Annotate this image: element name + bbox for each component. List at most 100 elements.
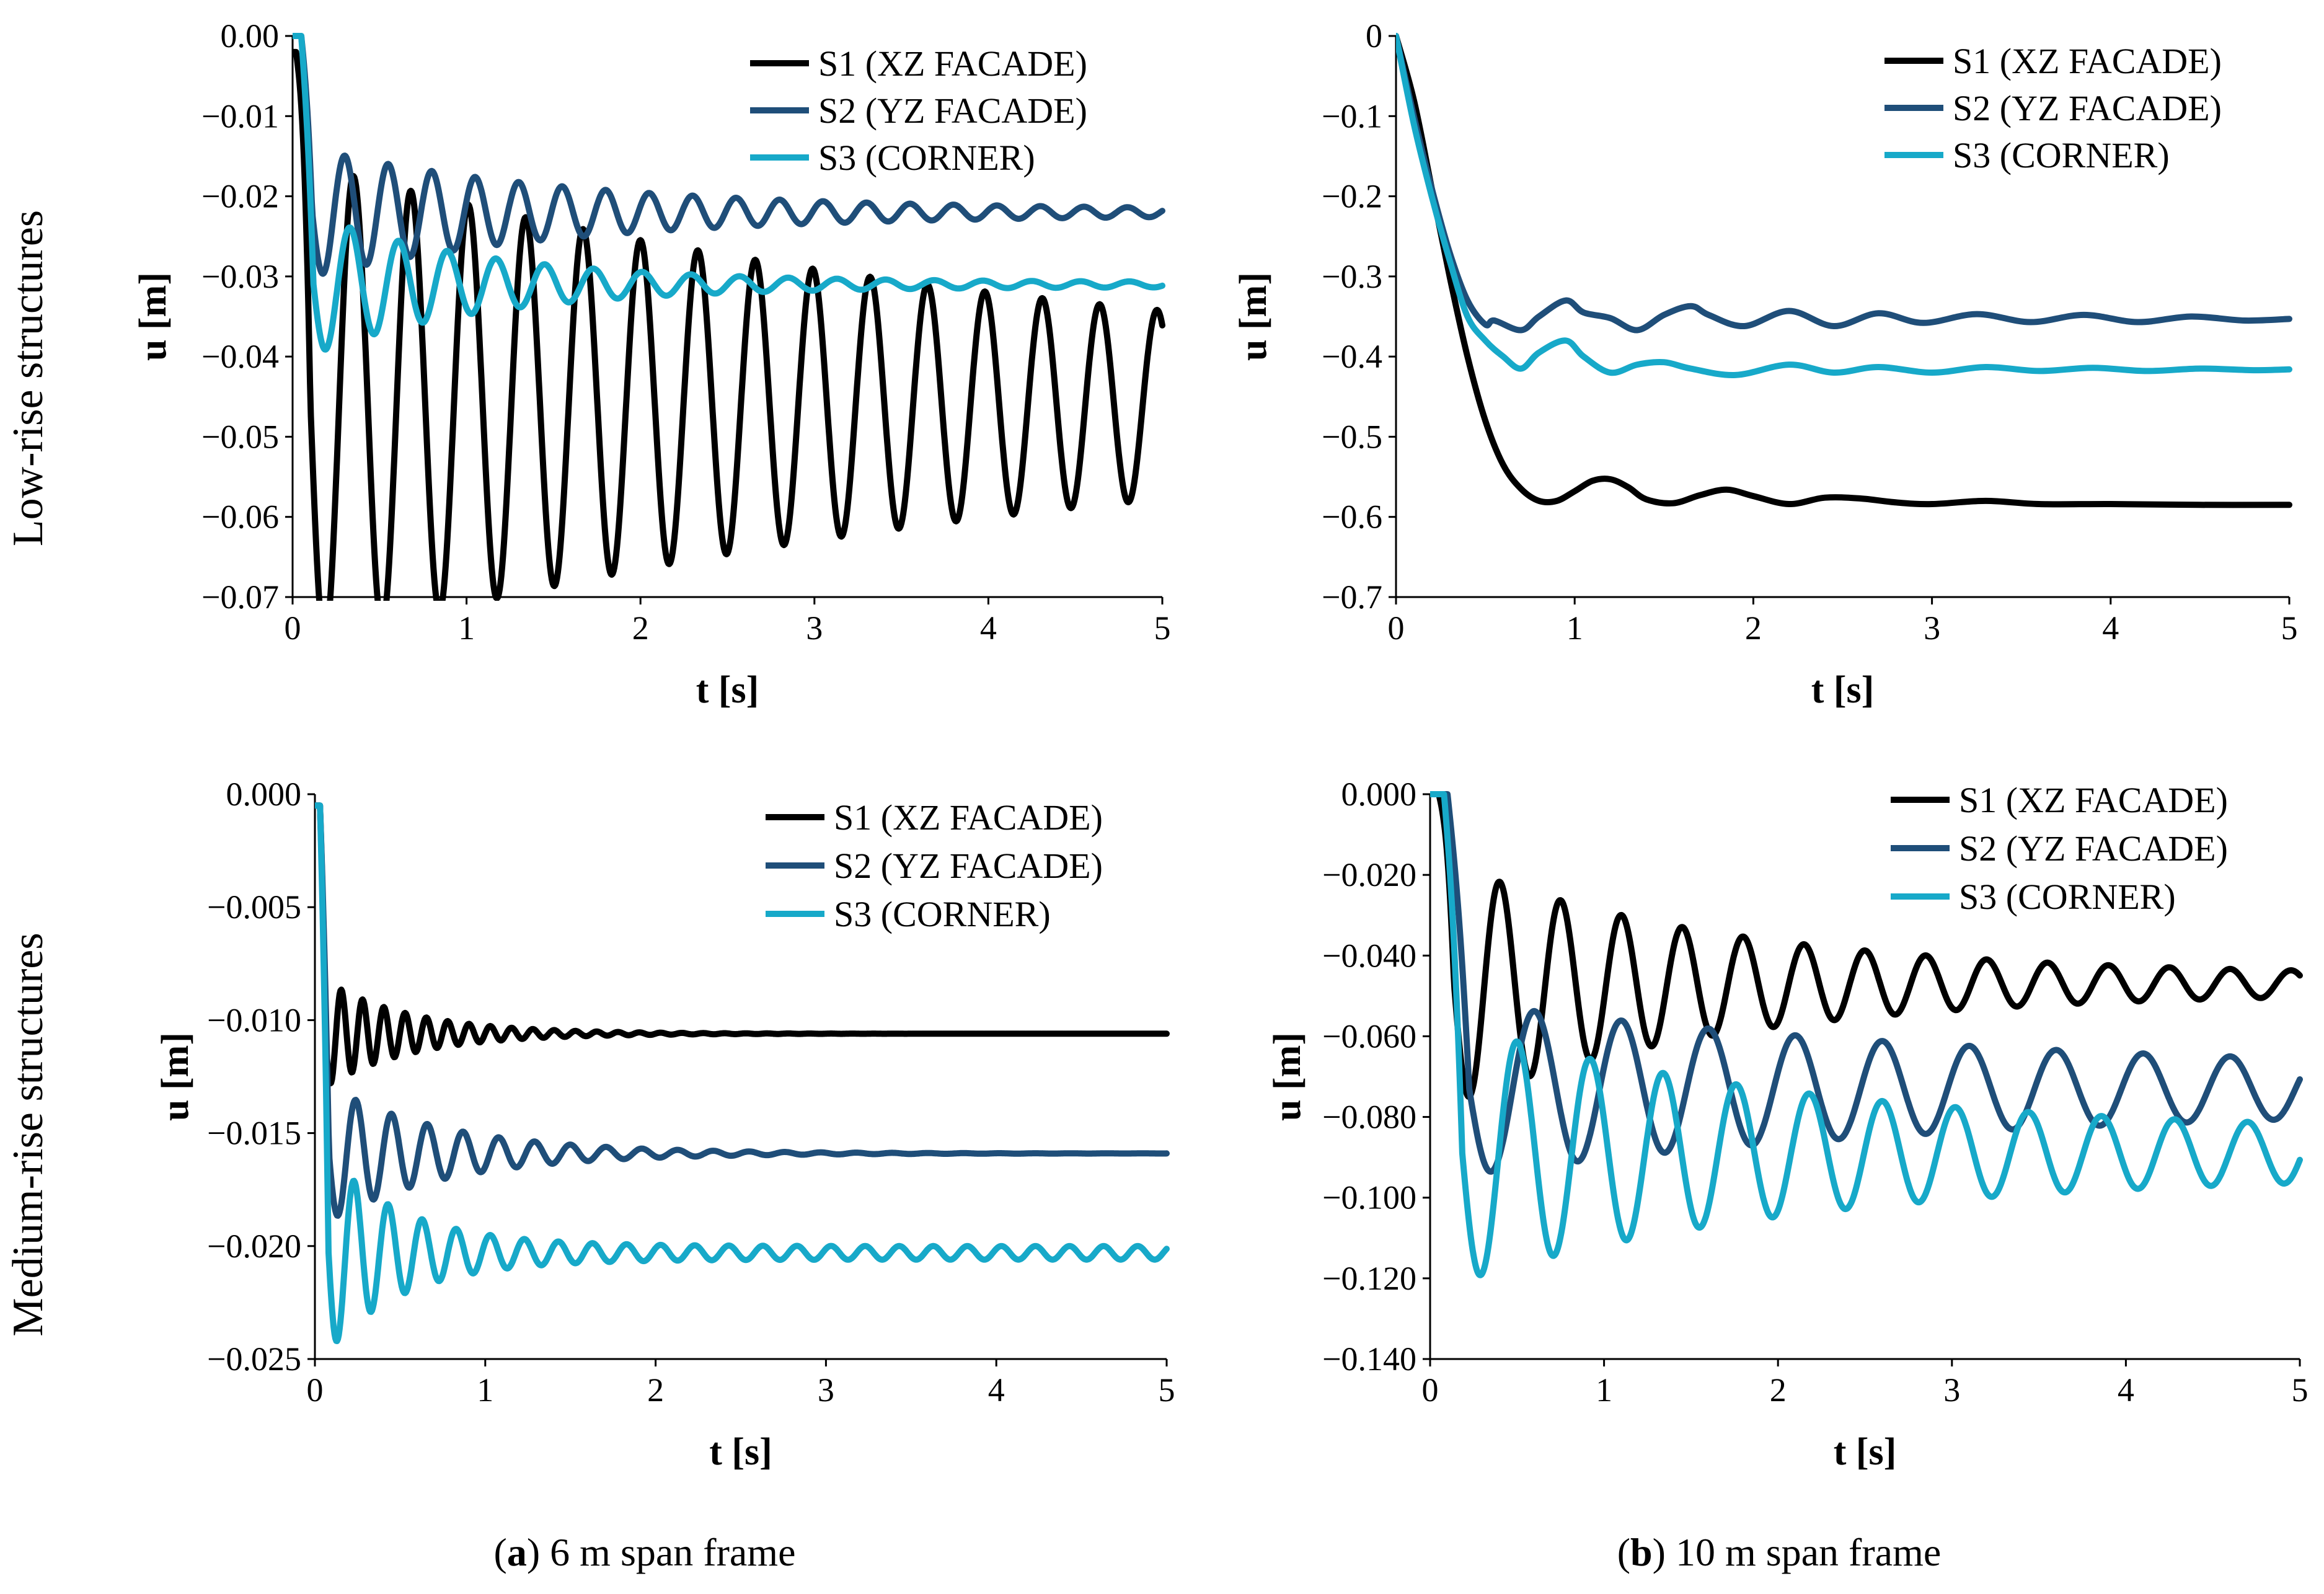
x-tick-label: 0 [285, 609, 301, 647]
caption-a: (a) 6 m span frame [494, 1530, 796, 1574]
x-axis-title: t [s] [709, 1431, 772, 1473]
y-tick-label: 0.000 [226, 776, 302, 813]
x-tick-label: 1 [477, 1371, 493, 1409]
x-tick-label: 4 [988, 1371, 1005, 1409]
x-tick-label: 1 [1596, 1371, 1612, 1409]
caption-b-text: 10 m span frame [1666, 1530, 1941, 1574]
y-tick-label: −0.7 [1322, 578, 1382, 616]
row-label-medium-rise: Medium-rise structures [4, 932, 52, 1336]
x-tick-label: 2 [647, 1371, 664, 1409]
x-tick-label: 3 [1943, 1371, 1960, 1409]
y-tick-label: −0.4 [1322, 338, 1382, 375]
x-tick-label: 3 [1924, 609, 1940, 647]
series-line-s3 [315, 802, 1170, 1344]
x-tick-label: 0 [307, 1371, 324, 1409]
x-tick-label: 1 [1566, 609, 1583, 647]
y-tick-label: −0.005 [207, 888, 301, 926]
y-tick-label: −0.3 [1322, 258, 1382, 295]
x-axis-title: t [s] [1834, 1431, 1897, 1473]
y-tick-label: −0.07 [201, 578, 279, 616]
x-tick-label: 3 [818, 1371, 834, 1409]
legend-label-s2: S2 (YZ FACADE) [818, 91, 1087, 131]
y-tick-label: −0.060 [1322, 1017, 1416, 1055]
series-line-s2 [1396, 33, 2292, 334]
series-line-s3 [293, 33, 1165, 353]
x-tick-label: 5 [2281, 609, 2298, 647]
x-axis-title: t [s] [696, 669, 759, 711]
series-line-s3 [1430, 791, 2303, 1278]
legend-label-s1: S1 (XZ FACADE) [818, 43, 1087, 84]
y-tick-label: 0.00 [221, 17, 280, 55]
y-tick-label: −0.140 [1322, 1340, 1416, 1378]
x-tick-label: 5 [1159, 1371, 1175, 1409]
chart-panel-b-medium-rise: 0.000 −0.020 −0.040 −0.060 −0.080 −0.100 −0.12… [1266, 776, 2309, 1473]
legend-label-s1: S1 (XZ FACADE) [1953, 41, 2222, 81]
caption-a-text: 6 m span frame [540, 1530, 795, 1574]
y-tick-label: −0.020 [207, 1228, 301, 1265]
y-tick-label: 0.000 [1341, 776, 1417, 813]
x-tick-label: 5 [1154, 609, 1171, 647]
y-tick-label: −0.120 [1322, 1260, 1416, 1297]
series-line-s1 [1430, 791, 2303, 1100]
y-tick-label: −0.010 [207, 1001, 301, 1038]
x-tick-label: 2 [1745, 609, 1762, 647]
series-line-s2 [1430, 791, 2303, 1175]
caption-a-letter: a [507, 1530, 527, 1574]
y-tick-label: −0.1 [1322, 97, 1382, 135]
x-tick-label: 5 [2292, 1371, 2309, 1409]
chart-panel-a-low-rise: 0.00 −0.01 −0.02 −0.03 −0.04 −0.05 −0.06 −0.070… [132, 17, 1171, 711]
row-label-low-rise: Low-rise structures [4, 210, 52, 546]
legend-label-s2: S2 (YZ FACADE) [834, 846, 1103, 886]
y-tick-label: −0.03 [201, 258, 279, 295]
y-tick-label: −0.04 [201, 338, 279, 375]
x-tick-label: 0 [1422, 1371, 1439, 1409]
y-tick-label: −0.5 [1322, 418, 1382, 455]
y-axis-title: u [m] [132, 272, 174, 361]
y-tick-label: −0.01 [201, 97, 279, 135]
x-tick-label: 2 [1770, 1371, 1787, 1409]
chart-panel-b-low-rise: 0−0.1−0.2−0.3−0.4−0.5−0.6−0.70 1 2 3 4 5t [s]… [1232, 17, 2298, 711]
legend-label-s2: S2 (YZ FACADE) [1959, 828, 2228, 869]
y-axis-title: u [m] [1266, 1032, 1309, 1121]
x-tick-label: 3 [806, 609, 823, 647]
y-tick-label: −0.025 [207, 1340, 301, 1378]
x-tick-label: 0 [1388, 609, 1405, 647]
legend-label-s1: S1 (XZ FACADE) [1959, 780, 2228, 820]
series-line-s2 [315, 802, 1170, 1219]
legend-label-s3: S3 (CORNER) [834, 894, 1051, 934]
x-tick-label: 2 [632, 609, 649, 647]
x-tick-label: 4 [2118, 1371, 2134, 1409]
caption-b-letter: b [1630, 1530, 1653, 1574]
y-axis-title: u [m] [154, 1032, 197, 1121]
series-line-s1 [293, 48, 1165, 601]
y-tick-label: −0.080 [1322, 1099, 1416, 1136]
x-axis-title: t [s] [1811, 669, 1875, 711]
series-line-s2 [293, 33, 1165, 277]
legend-label-s3: S3 (CORNER) [1959, 877, 2176, 917]
x-tick-label: 4 [980, 609, 997, 647]
legend-label-s1: S1 (XZ FACADE) [834, 797, 1103, 838]
series-group [1396, 33, 2292, 508]
series-line-s1 [315, 802, 1170, 1087]
y-tick-label: −0.05 [201, 418, 279, 455]
x-tick-label: 1 [458, 609, 475, 647]
y-tick-label: −0.02 [201, 178, 279, 215]
y-tick-label: −0.020 [1322, 856, 1416, 893]
caption-b: (b) 10 m span frame [1617, 1530, 1942, 1574]
y-tick-label: −0.040 [1322, 937, 1416, 974]
y-tick-label: −0.100 [1322, 1179, 1416, 1216]
y-tick-label: −0.015 [207, 1115, 301, 1152]
series-group [293, 33, 1165, 601]
y-axis-title: u [m] [1232, 272, 1275, 361]
legend-label-s3: S3 (CORNER) [1953, 135, 2170, 175]
y-tick-label: −0.6 [1322, 498, 1382, 536]
legend-label-s2: S2 (YZ FACADE) [1953, 88, 2222, 128]
series-line-s1 [1396, 33, 2292, 508]
series-group [1430, 791, 2303, 1278]
legend-label-s3: S3 (CORNER) [818, 138, 1035, 178]
y-tick-label: 0 [1366, 17, 1382, 55]
series-line-s3 [1396, 33, 2292, 378]
series-group [315, 802, 1170, 1344]
